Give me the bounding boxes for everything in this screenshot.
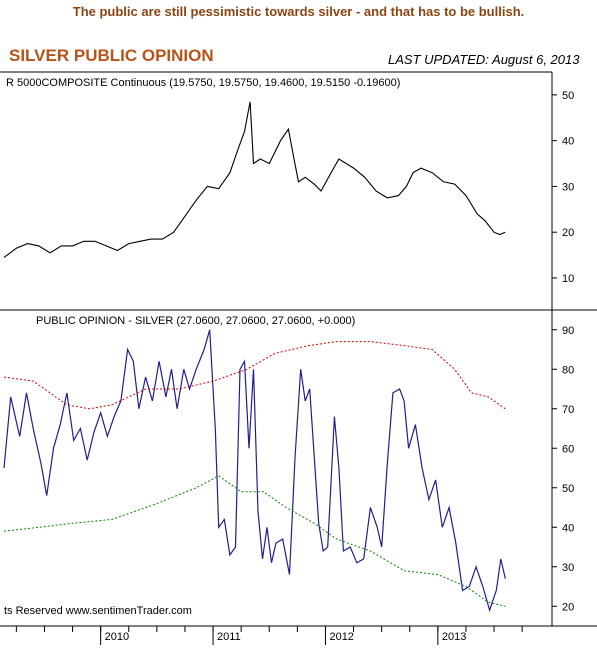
bottom-y-tick-label: 50 <box>562 483 574 495</box>
x-tick-label: 2011 <box>217 631 241 643</box>
lower-band-line <box>3 475 506 607</box>
bottom-panel-label: PUBLIC OPINION - SILVER (27.0600, 27.060… <box>36 315 355 327</box>
bottom-y-tick-label: 40 <box>562 522 574 534</box>
bottom-y-ticks: 20 30 40 50 60 70 80 90 <box>552 325 574 613</box>
top-panel-label: R 5000COMPOSITE Continuous (19.5750, 19.… <box>6 77 400 89</box>
top-y-tick-label: 30 <box>562 181 574 193</box>
watermark: ts Reserved www.sentimenTrader.com <box>4 605 192 617</box>
top-y-ticks: 10 20 30 40 50 <box>552 90 574 285</box>
price-series-line <box>3 101 506 258</box>
series-layer <box>3 101 506 613</box>
opinion-series-line <box>3 329 506 613</box>
headline: The public are still pessimistic towards… <box>72 4 525 19</box>
chart-title: SILVER PUBLIC OPINION <box>9 46 214 65</box>
top-y-tick-label: 10 <box>562 273 574 285</box>
last-updated: LAST UPDATED: August 6, 2013 <box>388 52 580 67</box>
top-y-tick-label: 50 <box>562 90 574 102</box>
bottom-y-tick-label: 30 <box>562 562 574 574</box>
bottom-y-tick-label: 90 <box>562 325 574 337</box>
x-ticks: 2010 2011 2012 2013 <box>15 626 523 645</box>
bottom-y-tick-label: 80 <box>562 364 574 376</box>
bottom-y-tick-label: 60 <box>562 443 574 455</box>
x-tick-label: 2013 <box>442 631 466 643</box>
bottom-y-tick-label: 70 <box>562 404 574 416</box>
x-tick-label: 2010 <box>105 631 129 643</box>
upper-band-line <box>3 341 506 410</box>
top-y-tick-label: 40 <box>562 136 574 148</box>
top-y-tick-label: 20 <box>562 227 574 239</box>
bottom-y-tick-label: 20 <box>562 601 574 613</box>
x-tick-label: 2012 <box>329 631 353 643</box>
